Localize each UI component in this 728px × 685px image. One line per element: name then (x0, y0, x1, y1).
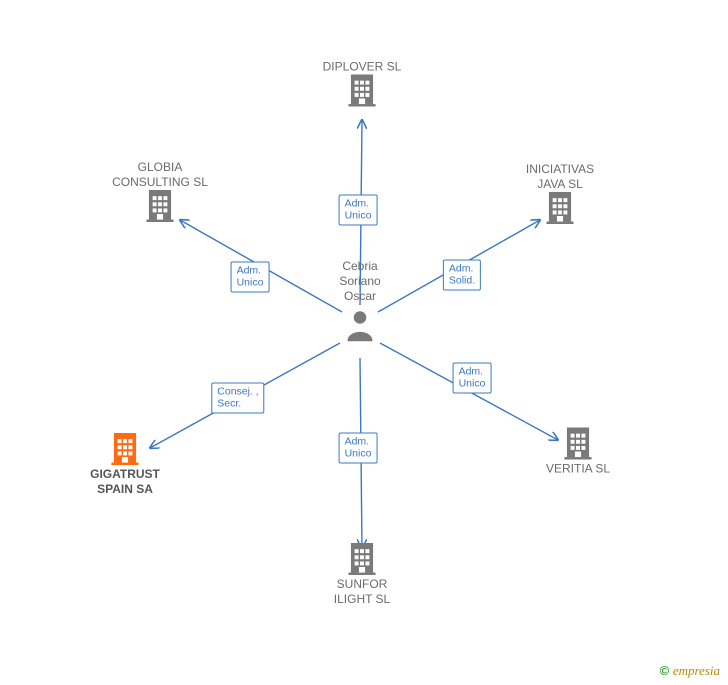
company-node-sunfor[interactable]: SUNFOR ILIGHT SL (302, 543, 422, 607)
company-node-gigatrust[interactable]: GIGATRUST SPAIN SA (65, 433, 185, 497)
building-icon (563, 428, 593, 460)
company-label: GIGATRUST SPAIN SA (65, 467, 185, 497)
brand-name: empresia (673, 663, 720, 678)
person-icon (345, 308, 375, 342)
edge-label-gigatrust[interactable]: Consej. , Secr. (211, 382, 264, 413)
copyright-symbol: © (660, 663, 670, 678)
edge-label-diplover[interactable]: Adm. Unico (339, 194, 378, 225)
company-node-globia[interactable]: GLOBIA CONSULTING SL (100, 158, 220, 222)
building-icon (347, 543, 377, 575)
company-node-diplover[interactable]: DIPLOVER SL (302, 58, 422, 107)
building-icon (347, 75, 377, 107)
edge-label-sunfor[interactable]: Adm. Unico (339, 432, 378, 463)
edge-label-globia[interactable]: Adm. Unico (231, 261, 270, 292)
building-icon (545, 192, 575, 224)
diagram-stage: Cebria Soriano Oscar DIPLOVER SL INICIAT… (0, 0, 728, 685)
company-node-iniciativas[interactable]: INICIATIVAS JAVA SL (500, 160, 620, 224)
center-person-node[interactable]: Cebria Soriano Oscar (315, 259, 405, 347)
building-icon (145, 190, 175, 222)
company-label: DIPLOVER SL (302, 60, 422, 75)
company-label: GLOBIA CONSULTING SL (100, 160, 220, 190)
company-node-veritia[interactable]: VERITIA SL (518, 428, 638, 477)
building-icon (110, 433, 140, 465)
edge-label-iniciativas[interactable]: Adm. Solid. (443, 259, 481, 290)
center-person-label: Cebria Soriano Oscar (315, 259, 405, 304)
company-label: INICIATIVAS JAVA SL (500, 162, 620, 192)
company-label: SUNFOR ILIGHT SL (302, 577, 422, 607)
company-label: VERITIA SL (518, 462, 638, 477)
watermark: © empresia (660, 663, 720, 679)
edge-label-veritia[interactable]: Adm. Unico (453, 362, 492, 393)
